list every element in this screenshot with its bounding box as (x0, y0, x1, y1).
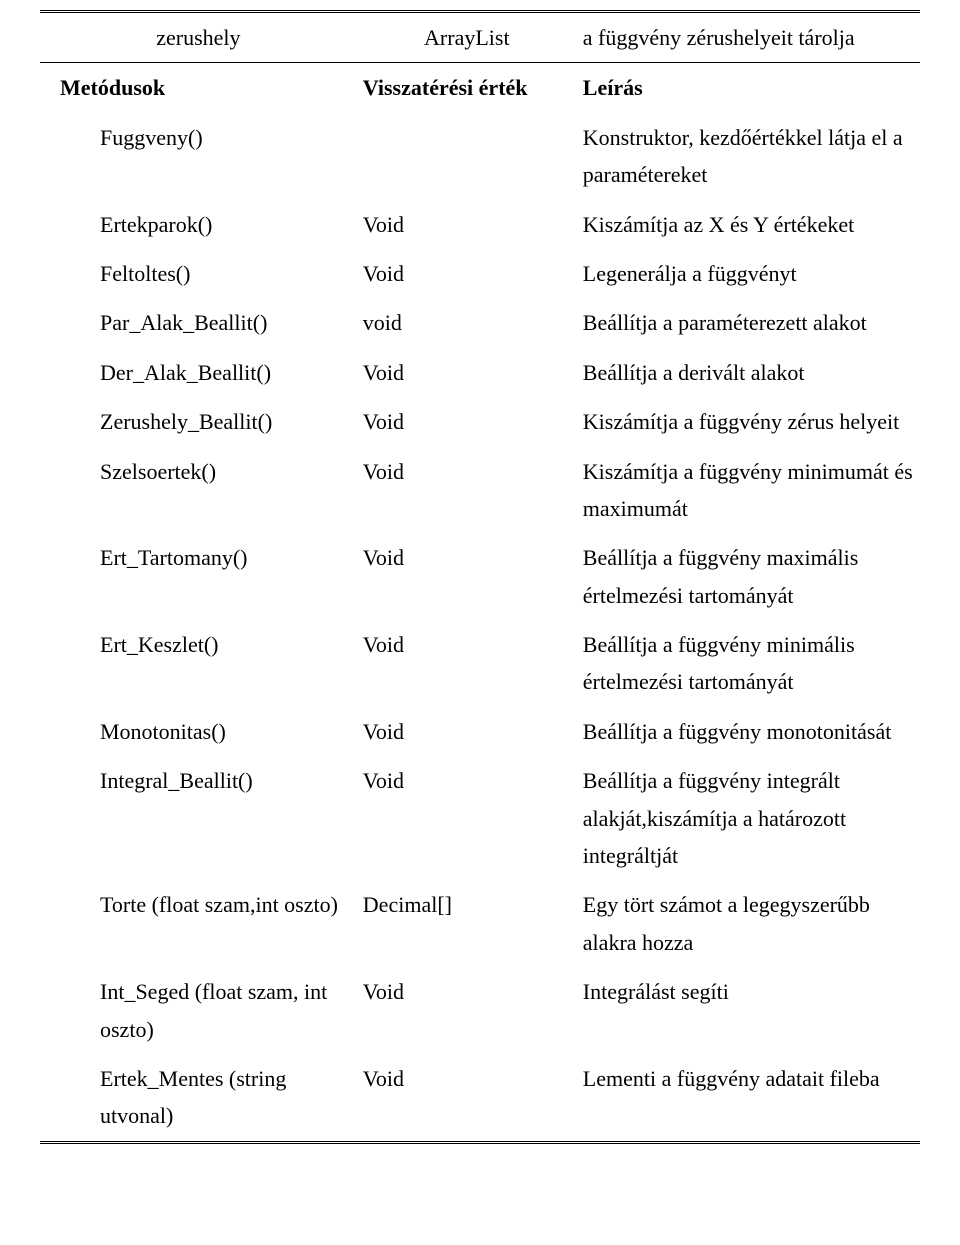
method-name: Feltoltes() (40, 249, 357, 298)
header-return: Visszatérési érték (357, 63, 577, 113)
method-desc: Beállítja a függvény maximális értelmezé… (577, 533, 920, 620)
return-type: Void (357, 249, 577, 298)
return-type: Void (357, 967, 577, 1054)
header-methods: Metódusok (40, 63, 357, 113)
return-type: Void (357, 200, 577, 249)
table-row: Fuggveny() Konstruktor, kezdőértékkel lá… (40, 113, 920, 200)
table-row: Int_Seged (float szam, int oszto) Void I… (40, 967, 920, 1054)
table-row: Par_Alak_Beallit() void Beállítja a para… (40, 298, 920, 347)
table-row: Monotonitas() Void Beállítja a függvény … (40, 707, 920, 756)
table-row: Ertek_Mentes (string utvonal) Void Lemen… (40, 1054, 920, 1142)
return-type: Void (357, 1054, 577, 1142)
method-desc: Beállítja a függvény integrált alakját,k… (577, 756, 920, 880)
table-row: Zerushely_Beallit() Void Kiszámítja a fü… (40, 397, 920, 446)
method-name: Der_Alak_Beallit() (40, 348, 357, 397)
method-name: Monotonitas() (40, 707, 357, 756)
return-type: Decimal[] (357, 880, 577, 967)
method-name: Ert_Keszlet() (40, 620, 357, 707)
method-name: Ertek_Mentes (string utvonal) (40, 1054, 357, 1142)
method-desc: Beállítja a függvény minimális értelmezé… (577, 620, 920, 707)
return-type: Void (357, 533, 577, 620)
attr-desc: a függvény zérushelyeit tárolja (577, 12, 920, 63)
method-table: zerushely ArrayList a függvény zérushely… (40, 10, 920, 1144)
table-row: Ertekparok() Void Kiszámítja az X és Y é… (40, 200, 920, 249)
method-name: Ertekparok() (40, 200, 357, 249)
return-type: Void (357, 348, 577, 397)
document-page: zerushely ArrayList a függvény zérushely… (0, 0, 960, 1164)
method-desc: Legenerálja a függvényt (577, 249, 920, 298)
attr-name: zerushely (40, 12, 357, 63)
method-name: Szelsoertek() (40, 447, 357, 534)
method-desc: Kiszámítja az X és Y értékeket (577, 200, 920, 249)
header-desc: Leírás (577, 63, 920, 113)
method-desc: Lementi a függvény adatait fileba (577, 1054, 920, 1142)
table-row: Integral_Beallit() Void Beállítja a függ… (40, 756, 920, 880)
table-row: Szelsoertek() Void Kiszámítja a függvény… (40, 447, 920, 534)
method-desc: Integrálást segíti (577, 967, 920, 1054)
method-name: Torte (float szam,int oszto) (40, 880, 357, 967)
method-desc: Konstruktor, kezdőértékkel látja el a pa… (577, 113, 920, 200)
attribute-row: zerushely ArrayList a függvény zérushely… (40, 12, 920, 63)
method-desc: Beállítja a paraméterezett alakot (577, 298, 920, 347)
return-type: Void (357, 447, 577, 534)
table-row: Ert_Tartomany() Void Beállítja a függvén… (40, 533, 920, 620)
table-row: Der_Alak_Beallit() Void Beállítja a deri… (40, 348, 920, 397)
method-name: Par_Alak_Beallit() (40, 298, 357, 347)
table-row: Ert_Keszlet() Void Beállítja a függvény … (40, 620, 920, 707)
method-desc: Beállítja a derivált alakot (577, 348, 920, 397)
return-type: Void (357, 620, 577, 707)
table-row: Torte (float szam,int oszto) Decimal[] E… (40, 880, 920, 967)
method-desc: Beállítja a függvény monotonitását (577, 707, 920, 756)
method-desc: Kiszámítja a függvény minimumát és maxim… (577, 447, 920, 534)
method-name: Fuggveny() (40, 113, 357, 200)
return-type (357, 113, 577, 200)
attr-type: ArrayList (357, 12, 577, 63)
return-type: Void (357, 397, 577, 446)
method-name: Ert_Tartomany() (40, 533, 357, 620)
return-type: void (357, 298, 577, 347)
method-desc: Kiszámítja a függvény zérus helyeit (577, 397, 920, 446)
return-type: Void (357, 707, 577, 756)
return-type: Void (357, 756, 577, 880)
table-header-row: Metódusok Visszatérési érték Leírás (40, 63, 920, 113)
table-row: Feltoltes() Void Legenerálja a függvényt (40, 249, 920, 298)
method-desc: Egy tört számot a legegyszerűbb alakra h… (577, 880, 920, 967)
method-name: Int_Seged (float szam, int oszto) (40, 967, 357, 1054)
method-name: Zerushely_Beallit() (40, 397, 357, 446)
method-name: Integral_Beallit() (40, 756, 357, 880)
